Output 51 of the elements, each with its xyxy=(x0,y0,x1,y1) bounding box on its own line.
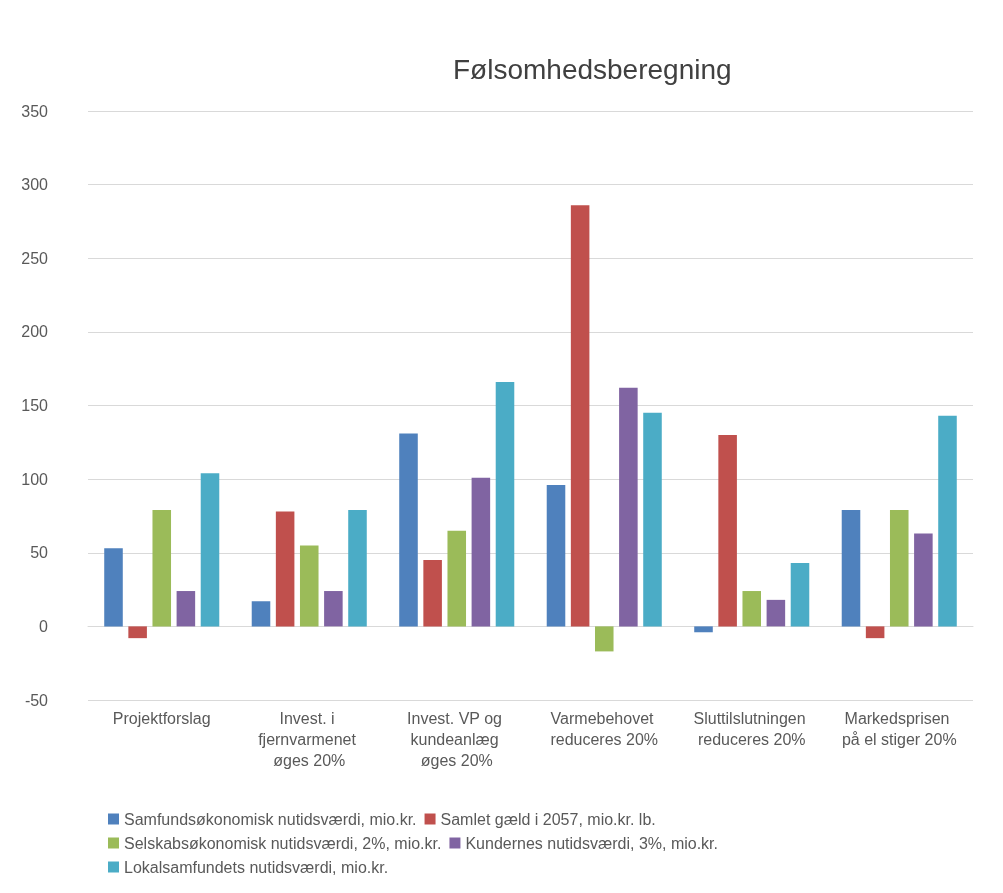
y-tick-label: 200 xyxy=(21,323,49,341)
y-tick-label: 350 xyxy=(21,102,49,120)
bar xyxy=(790,563,810,627)
bar xyxy=(348,510,367,627)
y-tick-label: 150 xyxy=(21,397,49,414)
bar xyxy=(251,601,271,627)
bar xyxy=(742,591,762,627)
x-tick-label: Invest. i fjernvarmenet øges 20% xyxy=(258,710,361,769)
bar xyxy=(423,560,442,627)
bar xyxy=(447,530,467,627)
bar xyxy=(914,533,933,627)
bar xyxy=(718,434,737,627)
bar xyxy=(594,626,614,652)
y-tick-label: 100 xyxy=(21,470,49,488)
legend-label: Lokalsamfundets nutidsværdi, mio.kr. xyxy=(124,858,389,876)
legend-label: Samlet gæld i 2057, mio.kr. lb. xyxy=(440,810,656,828)
bar xyxy=(399,433,418,627)
bar xyxy=(570,205,590,627)
bar xyxy=(546,485,566,627)
bar xyxy=(938,415,957,627)
x-tick-label: Sluttilslutningen reduceres 20% xyxy=(693,710,811,748)
chart-title: Følsomhedsberegning xyxy=(453,53,732,85)
bar xyxy=(471,477,491,627)
bar xyxy=(694,626,713,633)
bar xyxy=(889,510,909,627)
bar xyxy=(643,412,662,627)
bar xyxy=(275,511,295,627)
bar xyxy=(619,387,638,627)
x-tick-label: Invest. VP og kundeanlæg øges 20% xyxy=(407,710,507,769)
y-tick-label: 50 xyxy=(30,544,49,562)
y-tick-label: 300 xyxy=(21,176,49,194)
x-tick-label: Projektforslag xyxy=(112,710,211,727)
bar xyxy=(152,510,172,627)
x-tick-label: Markedsprisen på el stiger 20% xyxy=(841,710,957,748)
y-tick-label: -50 xyxy=(24,691,49,709)
bar xyxy=(128,626,147,639)
bar xyxy=(865,626,885,639)
legend-label: Samfundsøkonomisk nutidsværdi, mio.kr. xyxy=(124,810,417,828)
legend-label: Kundernes nutidsværdi, 3%, mio.kr. xyxy=(465,834,719,852)
bar xyxy=(324,591,343,627)
bar xyxy=(766,599,786,627)
bar xyxy=(176,591,196,627)
bar xyxy=(104,548,123,627)
y-tick-label: 250 xyxy=(21,249,49,267)
bar xyxy=(200,473,220,627)
legend-label: Selskabsøkonomisk nutidsværdi, 2%, mio.kr. xyxy=(124,834,442,852)
bar xyxy=(841,510,861,627)
bar xyxy=(299,545,319,627)
x-tick-label: Varmebehovet reduceres 20% xyxy=(550,710,659,748)
bar xyxy=(495,381,515,627)
y-tick-label: 0 xyxy=(39,617,49,635)
